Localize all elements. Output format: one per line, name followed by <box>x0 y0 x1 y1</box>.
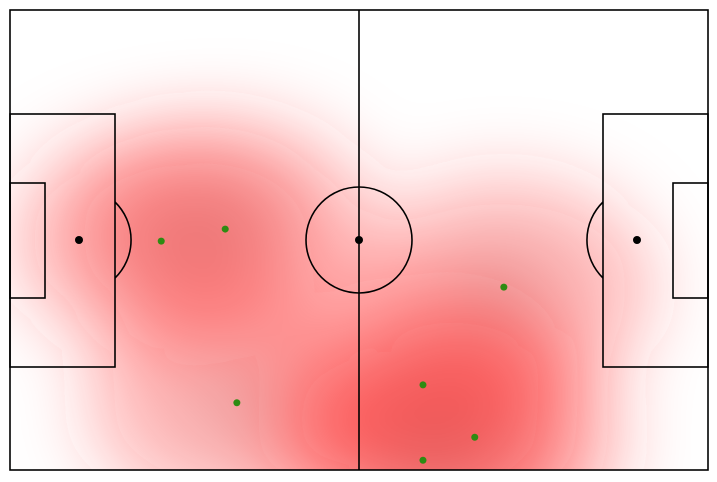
right-six-yard-box <box>672 182 709 299</box>
point <box>500 283 508 291</box>
point <box>157 237 165 245</box>
center-spot <box>355 236 363 244</box>
point <box>471 433 479 441</box>
points <box>157 225 508 464</box>
left-penalty-spot <box>75 236 83 244</box>
heatmap <box>11 119 654 470</box>
right-penalty-spot <box>633 236 641 244</box>
point <box>233 399 241 407</box>
left-six-yard-box <box>9 182 46 299</box>
point <box>221 225 229 233</box>
left-penalty-arc <box>114 201 132 279</box>
point <box>419 456 427 464</box>
density <box>11 119 654 470</box>
density-core <box>367 420 478 470</box>
center-circle <box>305 186 413 294</box>
right-penalty-arc <box>586 201 604 279</box>
point <box>419 381 427 389</box>
pitch-lines <box>9 9 709 471</box>
